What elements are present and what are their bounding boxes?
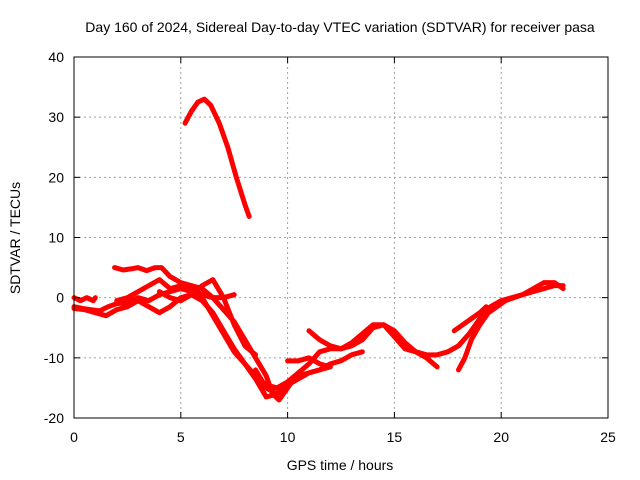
chart-title: Day 160 of 2024, Sidereal Day-to-day VTE… — [85, 19, 595, 35]
series-line-arc-k — [451, 304, 489, 334]
y-tick-label-5: 30 — [48, 109, 64, 125]
x-tick-label-4: 20 — [493, 429, 509, 445]
y-tick-label-3: 10 — [48, 230, 64, 246]
series-line-arc-i — [285, 355, 333, 370]
x-axis-label: GPS time / hours — [287, 457, 394, 473]
x-axis-ticks: 0 5 10 15 20 25 — [70, 57, 616, 445]
series-line-arc-d — [114, 277, 237, 304]
y-axis-ticks: -20 -10 0 10 20 30 40 — [44, 49, 608, 426]
grid-lines — [74, 57, 608, 418]
y-tick-label-4: 20 — [48, 169, 64, 185]
y-axis-label: SDTVAR / TECUs — [7, 182, 23, 294]
y-tick-label-6: 40 — [48, 49, 64, 65]
y-tick-label-2: 0 — [56, 290, 64, 306]
x-tick-label-1: 5 — [177, 429, 185, 445]
plot-area — [71, 96, 566, 403]
series-line-arc-h — [306, 322, 440, 370]
series-line-arc-e — [156, 277, 259, 358]
series-line-arc-high — [182, 96, 252, 219]
x-tick-label-3: 15 — [387, 429, 403, 445]
y-tick-label-1: -10 — [44, 350, 64, 366]
x-tick-label-5: 25 — [600, 429, 616, 445]
series-line-arc-j — [455, 280, 566, 373]
x-tick-label-0: 0 — [70, 429, 78, 445]
y-tick-label-0: -20 — [44, 410, 64, 426]
x-tick-label-2: 10 — [280, 429, 296, 445]
series-line-arc-f — [71, 295, 98, 304]
